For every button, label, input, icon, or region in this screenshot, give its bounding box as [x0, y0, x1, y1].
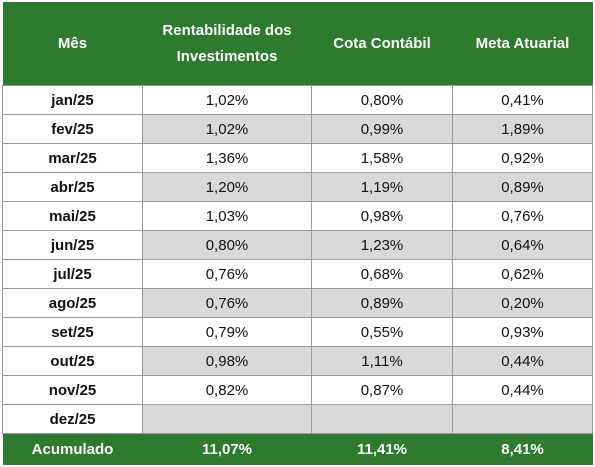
table-row: nov/25 0,82% 0,87% 0,44% [2, 375, 593, 405]
header-book-quota: Cota Contábil [311, 2, 453, 86]
table-row: fev/25 1,02% 0,99% 1,89% [2, 114, 593, 144]
table-row: jun/25 0,80% 1,23% 0,64% [2, 230, 593, 260]
book-quota-cell: 0,55% [311, 317, 453, 347]
month-cell: jun/25 [2, 230, 143, 260]
actuarial-target-cell [452, 404, 593, 434]
table-row: jan/25 1,02% 0,80% 0,41% [2, 85, 593, 115]
investment-return-cell: 1,20% [142, 172, 312, 202]
book-quota-cell: 1,58% [311, 143, 453, 173]
table-row: dez/25 [2, 404, 593, 434]
table-row: jul/25 0,76% 0,68% 0,62% [2, 259, 593, 289]
investment-return-cell: 1,36% [142, 143, 312, 173]
header-actuarial-target: Meta Atuarial [452, 2, 593, 86]
actuarial-target-cell: 0,62% [452, 259, 593, 289]
total-row: Acumulado 11,07% 11,41% 8,41% [2, 433, 593, 465]
header-month: Mês [2, 2, 143, 86]
actuarial-target-cell: 0,44% [452, 375, 593, 405]
investment-return-cell: 0,79% [142, 317, 312, 347]
book-quota-cell [311, 404, 453, 434]
actuarial-target-cell: 0,41% [452, 85, 593, 115]
month-cell: set/25 [2, 317, 143, 347]
actuarial-target-cell: 0,20% [452, 288, 593, 318]
investment-return-cell: 0,76% [142, 259, 312, 289]
book-quota-cell: 1,23% [311, 230, 453, 260]
month-cell: jul/25 [2, 259, 143, 289]
actuarial-target-cell: 0,64% [452, 230, 593, 260]
investment-return-cell: 0,98% [142, 346, 312, 376]
actuarial-target-cell: 0,93% [452, 317, 593, 347]
actuarial-target-cell: 1,89% [452, 114, 593, 144]
month-cell: fev/25 [2, 114, 143, 144]
book-quota-cell: 0,80% [311, 85, 453, 115]
investment-return-cell: 1,03% [142, 201, 312, 231]
total-label: Acumulado [2, 433, 143, 465]
table-row: abr/25 1,20% 1,19% 0,89% [2, 172, 593, 202]
actuarial-target-cell: 0,76% [452, 201, 593, 231]
investment-return-cell [142, 404, 312, 434]
book-quota-cell: 0,68% [311, 259, 453, 289]
book-quota-cell: 0,87% [311, 375, 453, 405]
month-cell: dez/25 [2, 404, 143, 434]
table-row: mai/25 1,03% 0,98% 0,76% [2, 201, 593, 231]
book-quota-cell: 0,99% [311, 114, 453, 144]
table-row: set/25 0,79% 0,55% 0,93% [2, 317, 593, 347]
investment-return-cell: 0,82% [142, 375, 312, 405]
total-book-quota: 11,41% [311, 433, 453, 465]
month-cell: nov/25 [2, 375, 143, 405]
header-row: Mês Rentabilidade dos Investimentos Cota… [2, 2, 593, 86]
actuarial-target-cell: 0,92% [452, 143, 593, 173]
investment-return-cell: 0,76% [142, 288, 312, 318]
investment-return-cell: 1,02% [142, 114, 312, 144]
month-cell: mai/25 [2, 201, 143, 231]
month-cell: jan/25 [2, 85, 143, 115]
total-actuarial-target: 8,41% [452, 433, 593, 465]
month-cell: abr/25 [2, 172, 143, 202]
header-investment-return: Rentabilidade dos Investimentos [142, 2, 312, 86]
table-row: out/25 0,98% 1,11% 0,44% [2, 346, 593, 376]
month-cell: mar/25 [2, 143, 143, 173]
book-quota-cell: 0,89% [311, 288, 453, 318]
table-row: mar/25 1,36% 1,58% 0,92% [2, 143, 593, 173]
book-quota-cell: 1,19% [311, 172, 453, 202]
book-quota-cell: 1,11% [311, 346, 453, 376]
month-cell: out/25 [2, 346, 143, 376]
table-row: ago/25 0,76% 0,89% 0,20% [2, 288, 593, 318]
month-cell: ago/25 [2, 288, 143, 318]
investment-return-cell: 0,80% [142, 230, 312, 260]
total-investment-return: 11,07% [142, 433, 312, 465]
actuarial-target-cell: 0,89% [452, 172, 593, 202]
book-quota-cell: 0,98% [311, 201, 453, 231]
actuarial-target-cell: 0,44% [452, 346, 593, 376]
investment-return-cell: 1,02% [142, 85, 312, 115]
